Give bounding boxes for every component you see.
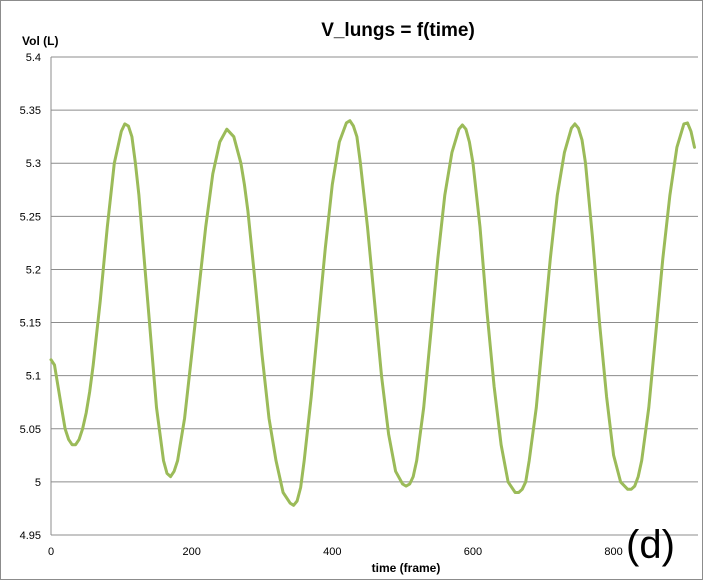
x-tick-labels: 0 200 400 600 800 [48, 546, 623, 558]
x-tick-label: 800 [604, 546, 622, 558]
x-tick-label: 400 [323, 546, 341, 558]
y-tick-label: 5.05 [20, 424, 41, 436]
y-tick-label: 5.1 [26, 371, 41, 383]
chart-title: V_lungs = f(time) [321, 20, 475, 41]
axes [50, 57, 698, 536]
x-axis-label: time (frame) [372, 561, 441, 575]
panel-label: (d) [626, 523, 675, 567]
y-tick-label: 5.4 [26, 52, 41, 64]
y-tick-label: 5 [35, 477, 41, 489]
y-tick-label: 5.15 [20, 318, 41, 330]
y-tick-label: 5.2 [26, 264, 41, 276]
x-tick-label: 0 [48, 546, 54, 558]
y-tick-label: 5.25 [20, 211, 41, 223]
y-tick-labels: 4.95 5 5.05 5.1 5.15 5.2 5.25 5.3 5.35 5.4 [20, 52, 41, 542]
y-axis-label: Vol (L) [22, 34, 58, 48]
y-tick-label: 5.35 [20, 105, 41, 117]
y-tick-label: 4.95 [20, 530, 41, 542]
gridlines [51, 56, 698, 483]
y-tick-label: 5.3 [26, 158, 41, 170]
x-tick-label: 600 [464, 546, 482, 558]
x-tick-label: 200 [182, 546, 200, 558]
series-line-v-lungs [49, 119, 696, 507]
